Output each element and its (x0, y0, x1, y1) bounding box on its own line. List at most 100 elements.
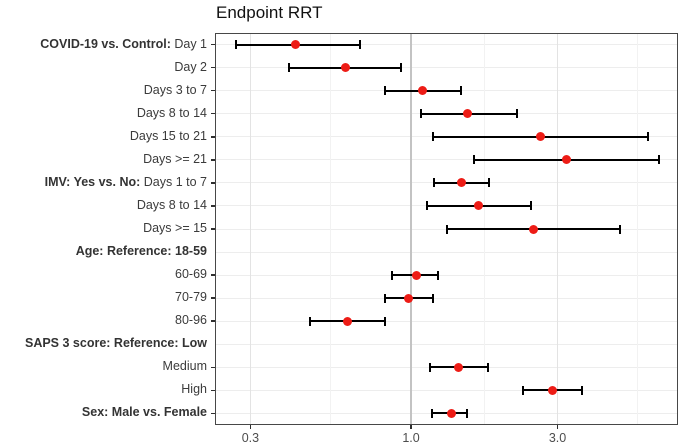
gridline-horizontal (215, 389, 678, 391)
ci-cap-left (426, 201, 429, 211)
row-label-text: High (181, 382, 207, 397)
ci-cap-right (581, 385, 584, 395)
row-label: 70-79 (0, 290, 207, 304)
x-axis-tick-label: 3.0 (548, 431, 567, 445)
estimate-point (535, 132, 545, 142)
y-axis-tick (211, 389, 215, 392)
estimate-point (342, 316, 352, 326)
row-label: High (0, 382, 207, 396)
row-label-text: Days 8 to 14 (136, 197, 207, 212)
x-axis-tick (249, 425, 252, 429)
row-label-text: 70-79 (175, 290, 207, 305)
estimate-point (340, 63, 350, 73)
estimate-point (290, 40, 300, 50)
ci-cap-left (446, 224, 449, 234)
row-label-text: 60-69 (175, 267, 207, 282)
row-label: IMV: Yes vs. No: Days 1 to 7 (0, 175, 207, 189)
row-label-text: Day 1 (174, 36, 207, 51)
x-axis-tick-label: 1.0 (402, 431, 420, 445)
ci-cap-right (358, 40, 361, 50)
gridline-horizontal (215, 67, 678, 69)
gridline-horizontal (215, 44, 678, 46)
ci-cap-right (515, 109, 518, 119)
row-label-text: Days >= 15 (143, 221, 207, 235)
gridline-vertical-major (249, 33, 251, 425)
ci-cap-left (287, 63, 290, 73)
y-axis-tick (211, 320, 215, 322)
estimate-point (528, 224, 538, 234)
gridline-horizontal (215, 159, 678, 161)
y-axis-tick (211, 159, 215, 161)
ci-cap-left (432, 132, 435, 142)
row-label: COVID-19 vs. Control: Day 1 (0, 37, 207, 51)
row-label: Sex: Male vs. Female (0, 405, 207, 419)
y-axis-tick (211, 112, 215, 115)
ci-cap-left (391, 270, 394, 280)
row-label: 60-69 (0, 267, 207, 281)
row-label-bold: SAPS 3 score: Reference: Low (24, 336, 207, 351)
y-axis-tick (211, 43, 215, 46)
ci-cap-right (465, 408, 468, 418)
row-label: Days >= 15 (0, 221, 207, 235)
row-label-text: Days >= 21 (143, 151, 207, 166)
x-axis-tick-label: 0.3 (241, 431, 260, 445)
row-label-text: 80-96 (175, 313, 207, 328)
y-axis-tick (211, 182, 215, 184)
estimate-point (411, 270, 421, 280)
y-axis-tick (211, 136, 215, 138)
gridline-horizontal (215, 274, 678, 276)
y-axis-tick (211, 297, 215, 299)
gridline-vertical-minor (637, 33, 639, 425)
y-axis-tick (211, 66, 215, 69)
estimate-point (457, 178, 466, 188)
ci-cap-right (646, 132, 649, 142)
reference-line (410, 33, 413, 425)
y-axis-tick (211, 274, 215, 276)
row-label: Days >= 21 (0, 152, 207, 166)
row-label-text: Days 8 to 14 (136, 105, 207, 120)
y-axis-tick (211, 412, 215, 415)
row-label-bold: COVID-19 vs. Control: (40, 36, 171, 51)
ci-cap-left (383, 293, 386, 303)
row-label: 80-96 (0, 313, 207, 327)
estimate-point (418, 86, 428, 96)
ci-cap-left (383, 86, 386, 96)
estimate-point (463, 109, 473, 119)
ci-cap-left (433, 178, 436, 188)
row-label: Day 2 (0, 60, 207, 74)
row-label-bold: Age: Reference: 18-59 (75, 244, 207, 259)
gridline-vertical-minor (330, 33, 332, 425)
row-label: Days 3 to 7 (0, 83, 207, 97)
row-label: Age: Reference: 18-59 (0, 244, 207, 258)
ci-cap-right (432, 293, 435, 303)
row-label-text: Days 1 to 7 (143, 174, 207, 189)
y-axis-tick (211, 228, 215, 230)
row-label-text: Day 2 (174, 59, 207, 74)
gridline-horizontal (215, 297, 678, 299)
row-label-bold: Sex: Male vs. Female (81, 405, 207, 420)
chart-title: Endpoint RRT (216, 3, 323, 22)
ci-cap-right (657, 155, 660, 165)
estimate-point (547, 385, 557, 395)
ci-cap-left (309, 316, 312, 326)
row-label-text: Days 3 to 7 (143, 82, 207, 97)
ci-cap-right (383, 316, 386, 326)
ci-cap-right (488, 178, 491, 188)
estimate-point (446, 408, 456, 418)
estimate-point (454, 362, 464, 372)
gridline-horizontal (215, 320, 678, 322)
ci-cap-right (400, 63, 403, 73)
row-label: SAPS 3 score: Reference: Low (0, 336, 207, 350)
estimate-point (561, 155, 571, 165)
row-label-text: Medium (162, 359, 207, 374)
ci-cap-right (530, 201, 533, 211)
ci-cap-left (522, 385, 525, 395)
gridline-horizontal (215, 343, 678, 345)
estimate-point (474, 201, 484, 211)
row-label-text: Days 15 to 21 (129, 128, 207, 143)
row-label: Medium (0, 359, 207, 373)
y-axis-tick (211, 366, 215, 369)
x-axis-tick (556, 425, 559, 429)
ci-cap-right (486, 362, 489, 372)
